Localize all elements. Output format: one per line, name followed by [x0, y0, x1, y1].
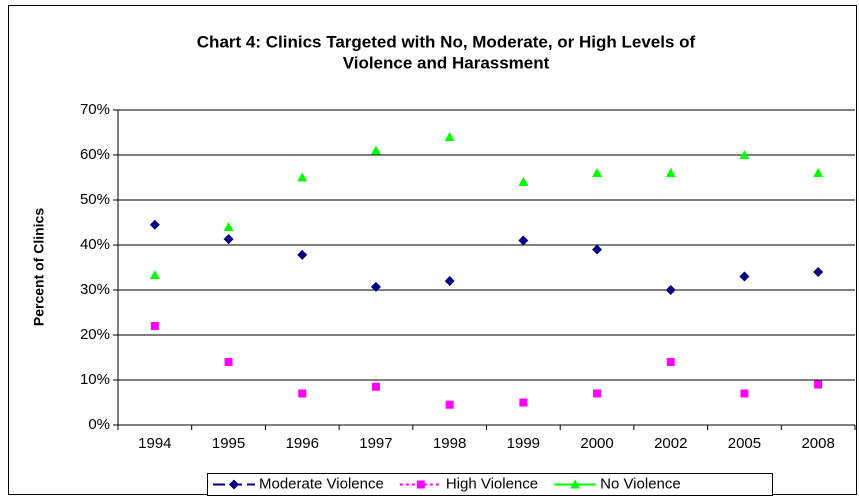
marker [740, 389, 749, 398]
marker [297, 172, 308, 182]
marker [370, 281, 381, 292]
legend-label: High Violence [446, 475, 538, 492]
y-tick-label: 10% [80, 371, 110, 388]
x-tick-label: 1996 [286, 435, 319, 452]
marker [371, 382, 380, 391]
marker [297, 249, 308, 260]
y-tick-label: 30% [80, 281, 110, 298]
marker [592, 168, 603, 177]
x-tick-label: 1998 [433, 435, 466, 452]
marker [518, 235, 529, 246]
marker [444, 132, 455, 141]
legend-label: No Violence [600, 475, 681, 492]
marker [223, 234, 234, 245]
y-tick-label: 60% [80, 146, 110, 163]
x-tick-label: 1994 [138, 435, 171, 452]
marker [229, 479, 239, 490]
marker [814, 380, 823, 389]
marker [416, 480, 425, 489]
marker [445, 400, 454, 409]
y-tick-label: 70% [80, 101, 110, 118]
marker [666, 358, 675, 366]
marker [665, 285, 676, 295]
y-axis-label: Percent of Clinics [31, 208, 47, 326]
marker [224, 358, 233, 366]
legend-label: Moderate Violence [259, 475, 384, 492]
marker [298, 389, 307, 398]
marker [370, 145, 381, 155]
chart-frame [8, 5, 857, 495]
marker [739, 150, 750, 159]
x-tick-label: 2002 [654, 435, 687, 452]
x-tick-label: 1999 [507, 435, 540, 452]
y-tick-label: 40% [80, 236, 110, 253]
y-tick-label: 0% [88, 416, 110, 433]
x-tick-label: 2000 [580, 435, 613, 452]
marker [150, 322, 159, 330]
x-tick-label: 1997 [359, 435, 392, 452]
marker [739, 271, 750, 282]
marker [519, 398, 528, 407]
x-tick-label: 1995 [212, 435, 245, 452]
marker [518, 177, 529, 186]
marker [223, 222, 234, 231]
marker [444, 276, 455, 286]
marker [149, 219, 160, 230]
marker [813, 168, 824, 177]
marker [593, 389, 602, 398]
chart-title: Violence and Harassment [343, 53, 550, 72]
marker [813, 267, 824, 277]
legend-box [207, 473, 773, 496]
marker [570, 479, 581, 489]
x-tick-label: 2005 [728, 435, 761, 452]
y-tick-label: 20% [80, 326, 110, 343]
marker [592, 244, 603, 255]
chart-title: Chart 4: Clinics Targeted with No, Moder… [197, 32, 696, 51]
marker [149, 270, 160, 280]
marker [665, 168, 676, 177]
y-tick-label: 50% [80, 191, 110, 208]
x-tick-label: 2008 [801, 435, 834, 452]
